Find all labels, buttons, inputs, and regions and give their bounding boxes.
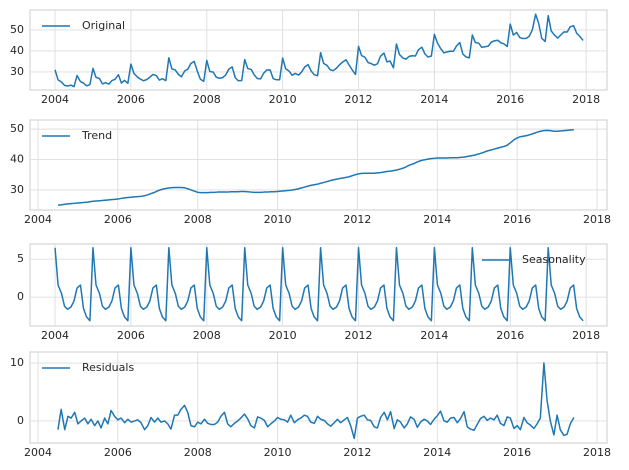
y-tick-label: 30 — [10, 183, 24, 196]
x-tick-label: 2018 — [583, 213, 611, 226]
x-tick-label: 2012 — [345, 93, 373, 106]
plot-area — [29, 351, 608, 444]
x-tick-label: 2014 — [423, 446, 451, 459]
legend-label: Original — [82, 19, 125, 32]
x-tick-label: 2018 — [583, 446, 611, 459]
x-tick-label: 2004 — [41, 93, 69, 106]
x-tick-label: 2014 — [420, 329, 448, 342]
y-tick-label: 10 — [10, 356, 24, 369]
x-tick-label: 2004 — [24, 446, 52, 459]
x-tick-label: 2016 — [503, 213, 531, 226]
x-tick-label: 2004 — [24, 213, 52, 226]
x-tick-label: 2018 — [572, 93, 600, 106]
series-line — [54, 247, 584, 322]
x-tick-label: 2014 — [420, 93, 448, 106]
y-tick-label: 30 — [10, 65, 24, 78]
y-tick-label: 5 — [17, 252, 24, 265]
y-tick-label: 50 — [10, 122, 24, 135]
x-tick-label: 2016 — [496, 329, 524, 342]
series-line — [57, 128, 574, 206]
x-tick-label: 2016 — [503, 446, 531, 459]
plot-area — [29, 9, 608, 91]
x-tick-label: 2010 — [269, 329, 297, 342]
x-tick-label: 2006 — [104, 213, 132, 226]
x-tick-label: 2006 — [117, 329, 145, 342]
x-tick-label: 2008 — [184, 446, 212, 459]
y-tick-label: 0 — [17, 414, 24, 427]
y-tick-label: 40 — [10, 153, 24, 166]
x-tick-label: 2010 — [264, 213, 292, 226]
y-tick-label: 50 — [10, 23, 24, 36]
x-tick-label: 2016 — [496, 93, 524, 106]
plot-area — [29, 119, 608, 211]
legend-label: Trend — [81, 129, 112, 142]
legend-label: Seasonality — [522, 253, 586, 266]
series-line — [57, 362, 575, 440]
x-tick-label: 2018 — [572, 329, 600, 342]
y-tick-label: 0 — [17, 290, 24, 303]
x-tick-label: 2012 — [345, 329, 373, 342]
x-tick-label: 2012 — [343, 213, 371, 226]
x-tick-label: 2008 — [193, 329, 221, 342]
legend-label: Residuals — [82, 361, 134, 374]
x-tick-label: 2006 — [117, 93, 145, 106]
x-tick-label: 2010 — [264, 446, 292, 459]
x-tick-label: 2008 — [184, 213, 212, 226]
x-tick-label: 2012 — [343, 446, 371, 459]
x-tick-label: 2014 — [423, 213, 451, 226]
x-tick-label: 2010 — [269, 93, 297, 106]
x-tick-label: 2004 — [41, 329, 69, 342]
series-line — [54, 13, 584, 88]
x-tick-label: 2008 — [193, 93, 221, 106]
x-tick-label: 2006 — [104, 446, 132, 459]
y-tick-label: 40 — [10, 44, 24, 57]
